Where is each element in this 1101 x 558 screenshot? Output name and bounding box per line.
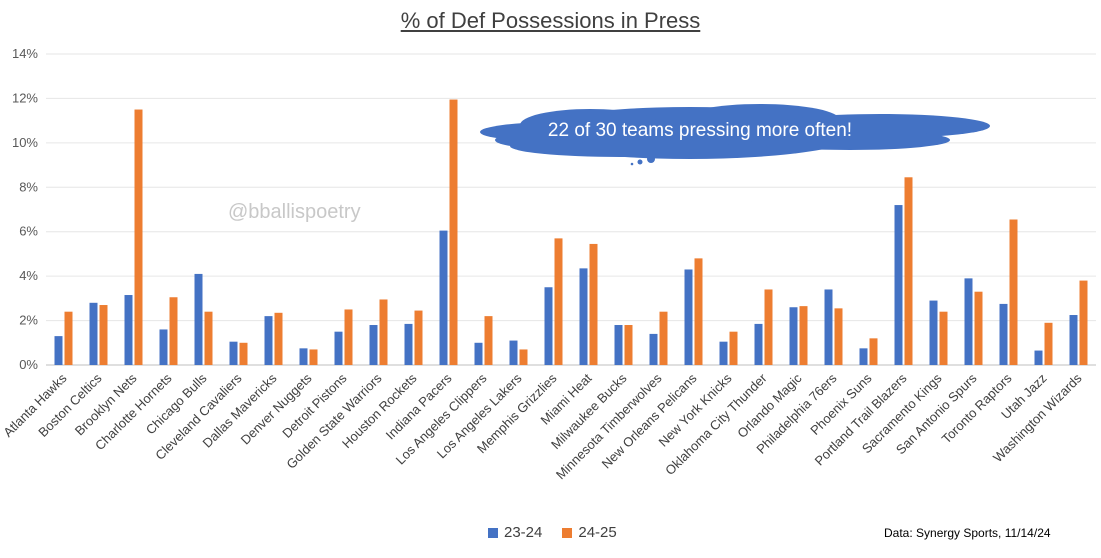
bar-24-25 — [414, 310, 423, 365]
bar-24-25 — [239, 342, 248, 365]
bar-23-24 — [1034, 350, 1043, 365]
bar-24-25 — [589, 243, 598, 365]
bar-23-24 — [544, 287, 553, 365]
bar-23-24 — [929, 300, 938, 365]
bar-23-24 — [474, 342, 483, 365]
bar-23-24 — [194, 273, 203, 365]
callout-text: 22 of 30 teams pressing more often! — [547, 120, 853, 141]
bar-23-24 — [124, 295, 133, 365]
bar-23-24 — [789, 307, 798, 365]
bar-23-24 — [159, 329, 168, 365]
bar-24-25 — [764, 289, 773, 365]
bar-24-25 — [519, 349, 528, 365]
bar-24-25 — [1079, 280, 1088, 365]
bar-24-25 — [939, 311, 948, 365]
bar-23-24 — [579, 268, 588, 365]
bar-24-25 — [624, 325, 633, 365]
bar-23-24 — [999, 303, 1008, 365]
bar-24-25 — [1044, 322, 1053, 365]
bar-23-24 — [299, 348, 308, 365]
bar-24-25 — [554, 238, 563, 365]
bar-24-25 — [834, 308, 843, 365]
bar-23-24 — [859, 348, 868, 365]
bar-24-25 — [274, 312, 283, 365]
bar-24-25 — [169, 297, 178, 365]
bar-23-24 — [614, 325, 623, 365]
bar-23-24 — [824, 289, 833, 365]
bar-24-25 — [379, 299, 388, 365]
bar-23-24 — [264, 316, 273, 365]
chart-title: % of Def Possessions in Press — [400, 8, 701, 33]
y-tick-label: 8% — [19, 179, 38, 194]
y-tick-label: 4% — [19, 268, 38, 283]
bar-24-25 — [974, 291, 983, 365]
legend: 23-24 24-25 — [488, 524, 637, 541]
bar-24-25 — [134, 109, 143, 366]
bar-23-24 — [754, 323, 763, 365]
bar-24-25 — [344, 309, 353, 365]
bar-24-25 — [869, 338, 878, 365]
bar-23-24 — [719, 341, 728, 365]
watermark-text: @bballispoetry — [228, 201, 361, 223]
bar-23-24 — [369, 325, 378, 365]
bar-24-25 — [204, 311, 213, 365]
legend-item-23-24: 23-24 — [488, 524, 542, 541]
callout-cloud — [480, 104, 990, 166]
bar-24-25 — [904, 177, 913, 365]
bar-24-25 — [694, 258, 703, 365]
legend-swatch-23-24 — [488, 527, 498, 538]
legend-swatch-24-25 — [562, 527, 573, 538]
y-tick-label: 6% — [19, 224, 38, 239]
bar-23-24 — [439, 230, 448, 365]
y-tick-label: 14% — [12, 46, 38, 61]
y-tick-label: 0% — [19, 357, 38, 372]
bar-24-25 — [484, 316, 493, 365]
bar-24-25 — [309, 349, 318, 365]
legend-label-23-24: 23-24 — [504, 524, 543, 541]
y-tick-label: 10% — [12, 135, 38, 150]
bar-24-25 — [659, 311, 668, 365]
bar-23-24 — [54, 336, 63, 365]
y-tick-label: 12% — [12, 90, 38, 105]
y-tick-label: 2% — [19, 313, 38, 328]
bar-24-25 — [449, 99, 458, 366]
source-note: Data: Synergy Sports, 11/14/24 — [884, 526, 1051, 540]
bar-24-25 — [99, 305, 108, 365]
bar-23-24 — [684, 269, 693, 365]
bar-24-25 — [1009, 219, 1018, 365]
bar-24-25 — [799, 306, 808, 365]
bar-23-24 — [334, 331, 343, 365]
bar-23-24 — [964, 278, 973, 365]
bar-24-25 — [729, 331, 738, 365]
bar-24-25 — [64, 311, 73, 365]
bar-23-24 — [404, 323, 413, 365]
bar-23-24 — [509, 340, 518, 365]
bar-23-24 — [1069, 315, 1078, 365]
bar-23-24 — [649, 333, 658, 365]
bar-23-24 — [229, 341, 238, 365]
bar-23-24 — [89, 302, 98, 365]
legend-label-24-25: 24-25 — [578, 524, 617, 541]
bar-23-24 — [894, 205, 903, 365]
legend-item-24-25: 24-25 — [562, 524, 617, 541]
